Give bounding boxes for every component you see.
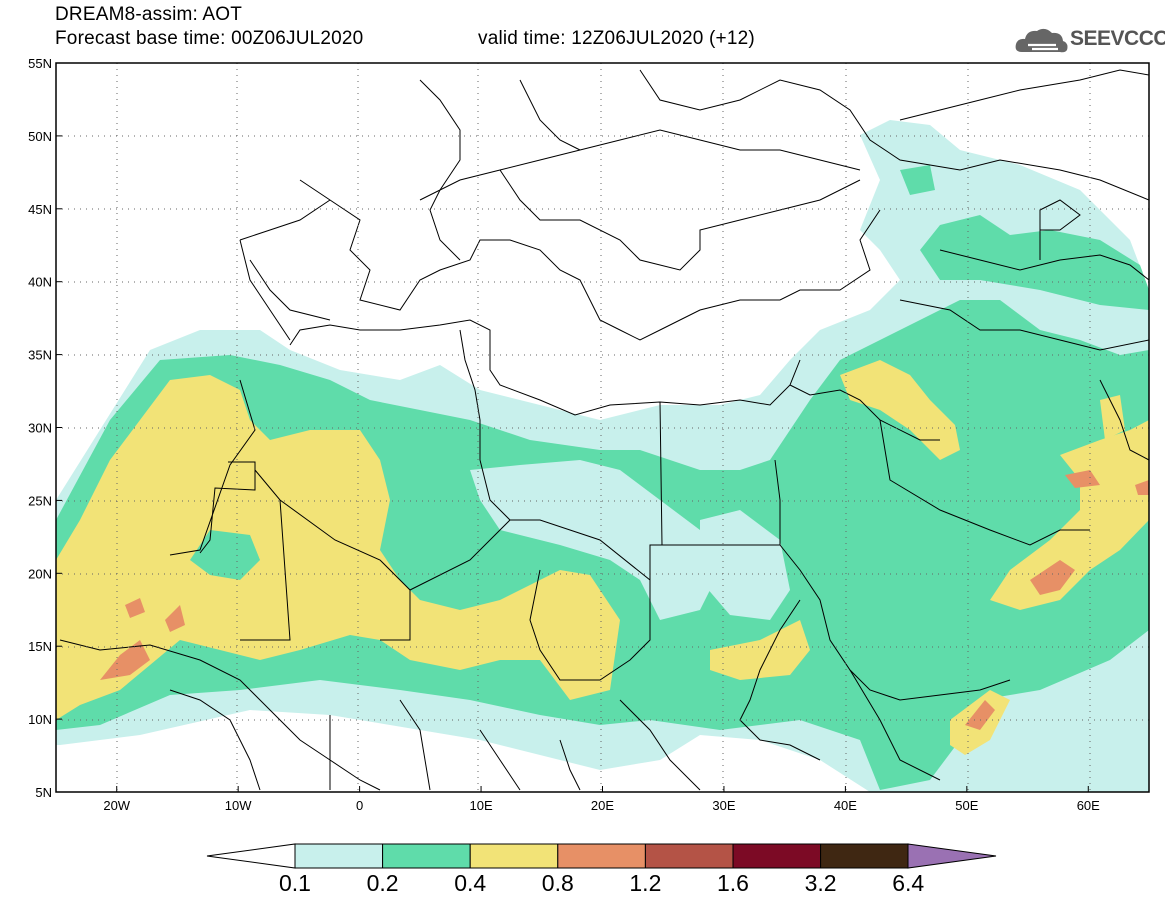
graticule [56,63,1149,792]
colorbar-label: 0.1 [279,870,311,896]
title-line-1: DREAM8-assim: AOT [55,4,243,25]
aot-band-0.8 [100,470,1149,730]
lat-tick-label: 25N [28,493,52,508]
colorbar-label: 1.6 [717,870,749,896]
title-valid-time: valid time: 12Z06JUL2020 (+12) [478,28,755,49]
colorbar-label: 0.8 [541,870,574,896]
lat-tick-label: 40N [28,275,52,290]
lon-tick-label: 10E [469,798,492,813]
colorbar-swatch [644,843,734,869]
colorbar-swatch [732,843,822,869]
colorbar-label: 6.4 [892,870,925,896]
axis-ticks: 20W 10W 0 10E 20E 30E 40E 50E 60E 55N 50N 45N 40N 35N… [28,56,1100,813]
lon-tick-label: 20E [591,798,614,813]
lat-tick-label: 50N [28,129,52,144]
colorbar-swatch [382,843,471,869]
colorbar-under-arrow [206,843,296,869]
cloud-icon [1015,28,1068,53]
colorbar-label: 0.2 [366,870,399,896]
colorbar-label: 3.2 [804,870,837,896]
colorbar [206,843,997,869]
colorbar-label: 0.4 [454,870,487,896]
lon-tick-label: 10W [225,798,252,813]
colorbar-swatch [820,843,909,869]
aot-band-0.2 [56,165,1149,790]
colorbar-label: 1.2 [629,870,662,896]
colorbar-over-arrow [907,843,997,869]
lat-tick-label: 30N [28,421,52,436]
logo-text: SEEVCCC [1070,27,1165,50]
country-borders [59,69,1149,791]
lon-tick-label: 0 [356,798,363,813]
lat-tick-label: 10N [28,712,52,727]
lon-tick-label: 30E [712,798,735,813]
colorbar-swatch [469,843,559,869]
aot-band-0.4 [56,360,1149,755]
colorbar-swatch [557,843,646,869]
lat-tick-label: 5N [35,785,52,800]
lat-tick-label: 55N [28,56,52,71]
lat-tick-label: 20N [28,566,52,581]
title-base-time: Forecast base time: 00Z06JUL2020 [55,28,364,49]
lat-tick-label: 35N [28,348,52,363]
colorbar-swatch [294,843,384,869]
lon-tick-label: 50E [955,798,978,813]
lon-tick-label: 20W [103,798,130,813]
lat-tick-label: 45N [28,202,52,217]
lon-tick-label: 60E [1077,798,1100,813]
lat-tick-label: 15N [28,639,52,654]
lon-tick-label: 40E [834,798,857,813]
